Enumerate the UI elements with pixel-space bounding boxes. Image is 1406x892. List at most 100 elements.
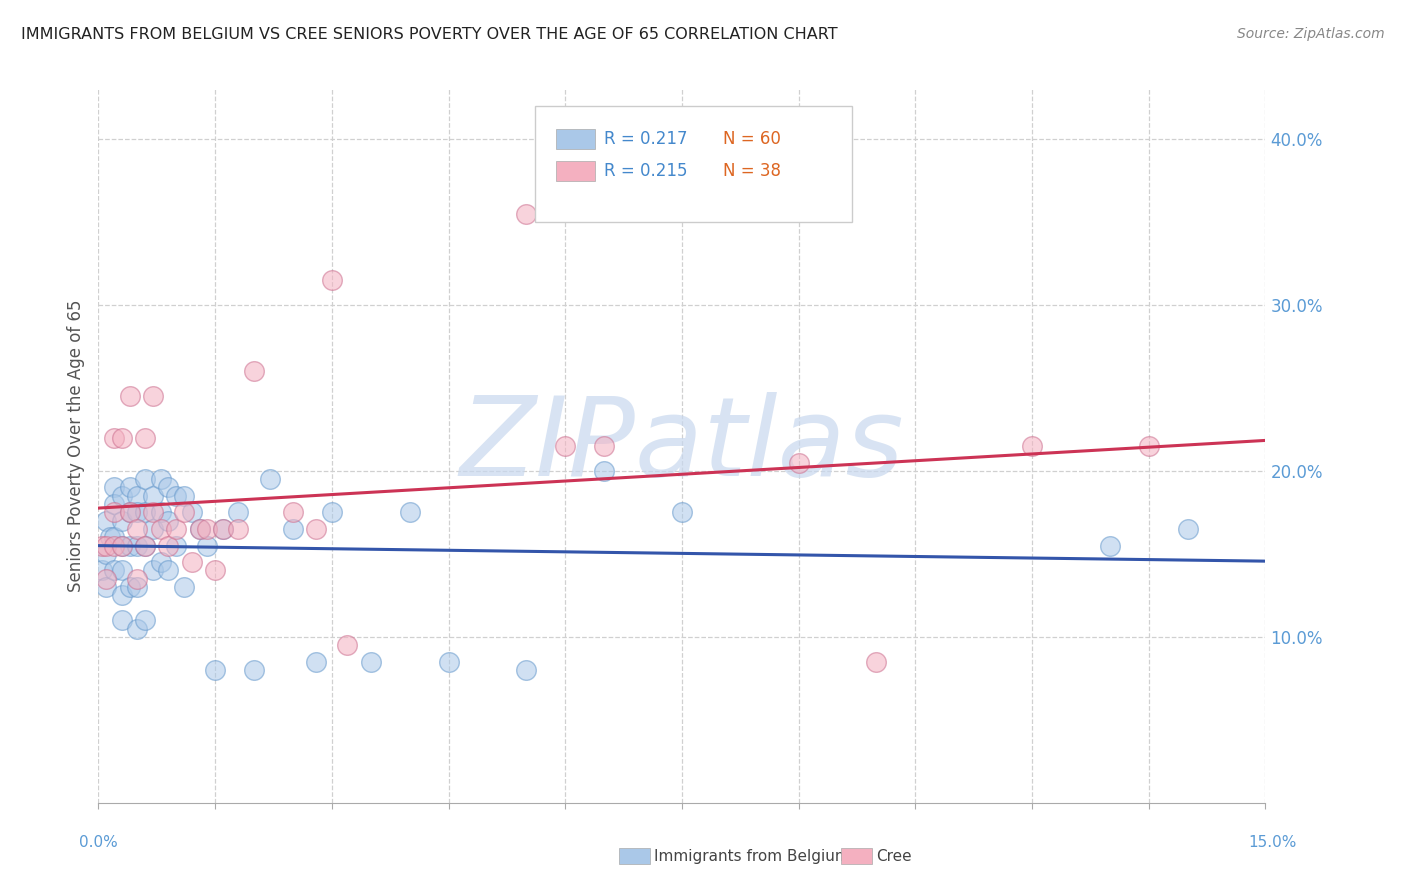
Point bbox=[437, 655, 460, 669]
Point bbox=[134, 431, 156, 445]
Point bbox=[281, 505, 304, 519]
Point bbox=[204, 663, 226, 677]
Point bbox=[111, 613, 134, 627]
Point bbox=[360, 655, 382, 669]
Point bbox=[243, 663, 266, 677]
Point bbox=[96, 572, 118, 586]
Point bbox=[96, 539, 118, 553]
Point bbox=[103, 530, 125, 544]
Point bbox=[134, 539, 156, 553]
Point bbox=[1021, 439, 1043, 453]
Text: R = 0.217: R = 0.217 bbox=[603, 130, 688, 148]
Point bbox=[204, 564, 226, 578]
Point bbox=[96, 547, 118, 561]
Point bbox=[118, 580, 141, 594]
Point bbox=[157, 514, 180, 528]
Point bbox=[321, 505, 343, 519]
Point bbox=[180, 555, 202, 569]
Point bbox=[118, 505, 141, 519]
Point bbox=[127, 539, 149, 553]
Point bbox=[111, 539, 134, 553]
Point bbox=[149, 472, 172, 486]
Point bbox=[134, 472, 156, 486]
Point bbox=[91, 539, 114, 553]
Point bbox=[127, 572, 149, 586]
Point bbox=[134, 505, 156, 519]
Point bbox=[157, 564, 180, 578]
Point bbox=[142, 489, 165, 503]
Point bbox=[96, 580, 118, 594]
Point bbox=[671, 505, 693, 519]
Point bbox=[515, 207, 537, 221]
Point bbox=[157, 481, 180, 495]
Point bbox=[118, 539, 141, 553]
Point bbox=[188, 522, 211, 536]
Point bbox=[173, 505, 195, 519]
Point bbox=[127, 522, 149, 536]
Point bbox=[103, 564, 125, 578]
Point bbox=[111, 431, 134, 445]
Point bbox=[134, 613, 156, 627]
Text: Source: ZipAtlas.com: Source: ZipAtlas.com bbox=[1237, 27, 1385, 41]
Point bbox=[212, 522, 235, 536]
Text: Immigrants from Belgium: Immigrants from Belgium bbox=[654, 849, 849, 863]
Point bbox=[142, 564, 165, 578]
Point bbox=[321, 273, 343, 287]
Point bbox=[165, 522, 187, 536]
Point bbox=[228, 522, 250, 536]
Point bbox=[103, 497, 125, 511]
Point bbox=[195, 522, 218, 536]
Point bbox=[103, 505, 125, 519]
Point bbox=[149, 505, 172, 519]
Point bbox=[111, 539, 134, 553]
Point bbox=[142, 522, 165, 536]
Point bbox=[173, 580, 195, 594]
Point bbox=[305, 655, 328, 669]
Point bbox=[134, 539, 156, 553]
Point bbox=[149, 522, 172, 536]
Point bbox=[212, 522, 235, 536]
Point bbox=[127, 489, 149, 503]
Point bbox=[195, 539, 218, 553]
Point bbox=[149, 555, 172, 569]
Point bbox=[165, 539, 187, 553]
Point bbox=[281, 522, 304, 536]
Point bbox=[593, 439, 616, 453]
Point bbox=[1098, 539, 1121, 553]
Point bbox=[180, 505, 202, 519]
Point bbox=[188, 522, 211, 536]
Point bbox=[165, 489, 187, 503]
Point bbox=[1177, 522, 1199, 536]
Point bbox=[1137, 439, 1160, 453]
Point bbox=[111, 588, 134, 602]
Text: IMMIGRANTS FROM BELGIUM VS CREE SENIORS POVERTY OVER THE AGE OF 65 CORRELATION C: IMMIGRANTS FROM BELGIUM VS CREE SENIORS … bbox=[21, 27, 838, 42]
Point bbox=[96, 514, 118, 528]
Point bbox=[118, 481, 141, 495]
Text: N = 60: N = 60 bbox=[723, 130, 782, 148]
Point bbox=[142, 389, 165, 403]
Point bbox=[228, 505, 250, 519]
Point bbox=[127, 622, 149, 636]
Point bbox=[865, 655, 887, 669]
Point bbox=[259, 472, 281, 486]
Point bbox=[91, 564, 114, 578]
Point bbox=[787, 456, 810, 470]
Text: 0.0%: 0.0% bbox=[79, 836, 118, 850]
Text: N = 38: N = 38 bbox=[723, 162, 782, 180]
Point bbox=[118, 389, 141, 403]
Point bbox=[118, 505, 141, 519]
Point bbox=[111, 489, 134, 503]
Text: R = 0.215: R = 0.215 bbox=[603, 162, 688, 180]
Point bbox=[336, 638, 359, 652]
Point bbox=[305, 522, 328, 536]
Point bbox=[111, 564, 134, 578]
Y-axis label: Seniors Poverty Over the Age of 65: Seniors Poverty Over the Age of 65 bbox=[66, 300, 84, 592]
Text: 15.0%: 15.0% bbox=[1249, 836, 1296, 850]
Text: ZIPatlas: ZIPatlas bbox=[460, 392, 904, 500]
Point bbox=[127, 580, 149, 594]
Point bbox=[398, 505, 420, 519]
Point bbox=[142, 505, 165, 519]
Point bbox=[111, 514, 134, 528]
Point bbox=[127, 505, 149, 519]
Point bbox=[243, 364, 266, 378]
